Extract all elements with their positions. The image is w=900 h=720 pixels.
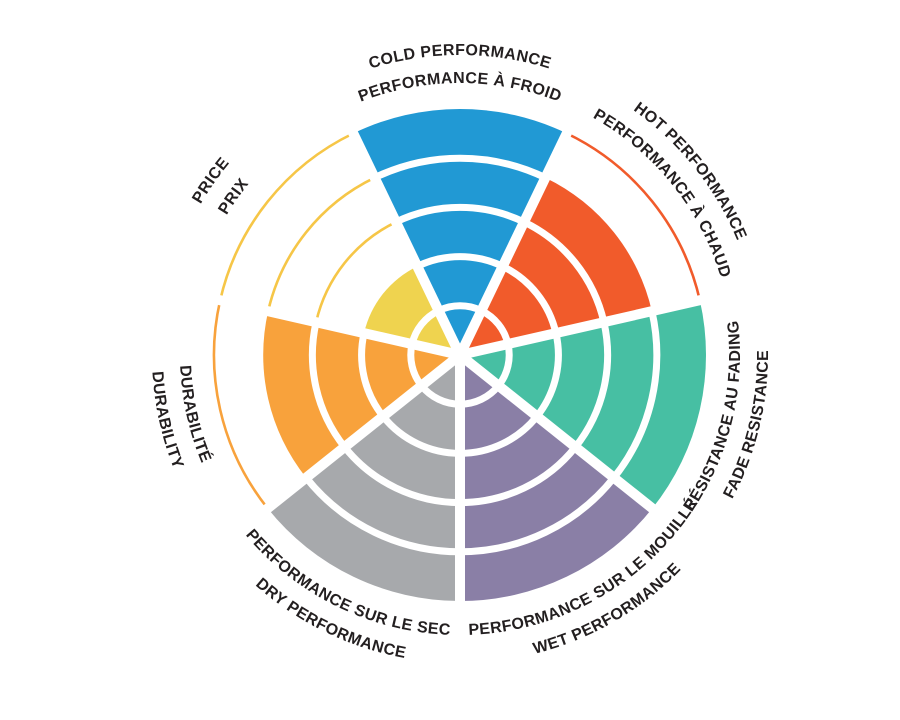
sector-dry-performance <box>267 355 460 601</box>
label-cold-performance-fr: PERFORMANCE À FROID <box>356 70 564 106</box>
sector-dry-performance-ring-divider <box>303 475 461 556</box>
sector-price-empty-ring-outline <box>218 132 354 301</box>
sector-durability-empty-ring-outline <box>212 299 269 510</box>
sector-fade-resistance-ring-divider <box>534 332 562 419</box>
sector-price-empty-ring-outline <box>266 176 376 312</box>
sector-durability-ring-divider <box>308 321 348 450</box>
label-hot-performance-en: HOT PERFORMANCE <box>631 99 750 242</box>
label-price-fr: PRIX <box>216 175 253 217</box>
sector-wet-performance-ring-divider <box>459 444 579 507</box>
sector-separator <box>199 290 462 360</box>
sector-hot-performance-empty-ring-outline <box>566 132 702 301</box>
sector-price <box>364 266 460 355</box>
sector-dry-performance-ring-divider <box>380 414 461 457</box>
sector-cold-performance-ring-divider <box>373 154 547 181</box>
label-cold-performance-en: COLD PERFORMANCE <box>367 42 553 72</box>
sector-fade-resistance-ring-divider <box>572 321 612 450</box>
sector-cold-performance-ring-divider <box>394 203 526 226</box>
sector-separator <box>456 351 672 525</box>
sector-wet-performance <box>460 355 653 601</box>
sector-fade-resistance <box>460 300 706 509</box>
sector-separator <box>455 113 580 358</box>
sector-durability-ring-divider <box>358 332 386 419</box>
sector-cold-performance-ring-divider <box>415 253 505 270</box>
sector-wet-performance-ring-divider <box>459 475 617 556</box>
sector-hot-performance-ring-divider <box>501 263 560 334</box>
sector-hot-performance-ring-divider <box>522 218 608 323</box>
sector-fade-resistance-ring-divider <box>611 310 661 480</box>
label-durability-fr: DURABILITÉ <box>176 365 216 465</box>
sector-separator <box>340 113 465 358</box>
sector-separator <box>458 290 721 360</box>
sector-cold-performance <box>353 108 567 355</box>
sector-wet-performance-ring-divider <box>459 414 540 457</box>
sector-dry-performance-ring-divider <box>341 444 461 507</box>
sector-price-empty-ring-outline <box>314 220 397 323</box>
sector-separator <box>248 351 464 525</box>
